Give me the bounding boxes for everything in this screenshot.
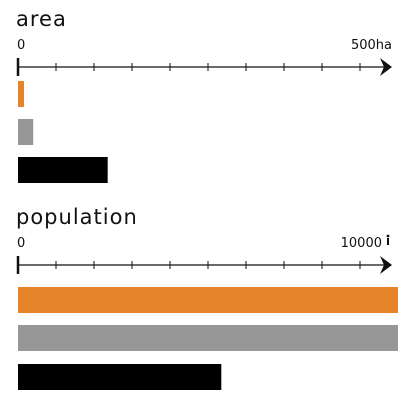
population-tick-label-min: 0	[17, 236, 25, 251]
population-bar	[18, 364, 222, 390]
population-axis-arrow	[380, 256, 392, 274]
person-icon	[386, 234, 390, 245]
area-panel: area 0 500ha	[16, 7, 392, 183]
area-bar	[18, 157, 108, 183]
area-axis-arrow	[380, 58, 392, 76]
area-bars	[18, 81, 108, 183]
area-bar	[18, 81, 25, 107]
area-tick-label-min: 0	[17, 38, 25, 53]
population-axis	[16, 256, 392, 274]
population-tick-label-max: 10000	[341, 236, 382, 251]
population-bars	[18, 287, 398, 390]
area-bar	[18, 119, 34, 145]
area-axis	[16, 58, 392, 76]
area-tick-label-max: 500ha	[351, 38, 392, 53]
population-panel: population 0 10000	[16, 205, 398, 390]
population-title: population	[16, 205, 138, 229]
area-title: area	[16, 7, 67, 31]
population-bar	[18, 287, 398, 313]
population-bar	[18, 325, 398, 351]
